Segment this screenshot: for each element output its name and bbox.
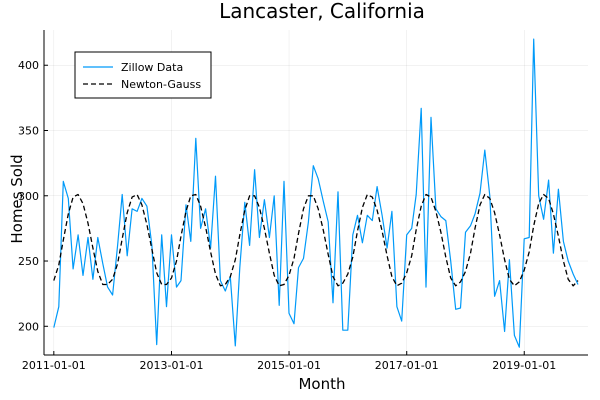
series-line-1 [53, 38, 579, 348]
legend-box [74, 51, 212, 99]
legend: Zillow Data Newton-Gauss [74, 51, 212, 99]
legend-label-1: Zillow Data [121, 61, 183, 74]
axes [43, 30, 588, 356]
x-ticks: 2011-01-01 2013-01-01 2015-01-01 2017-01-01… [22, 351, 556, 372]
y-tick-label: 200 [18, 320, 39, 333]
series-line-2 [53, 193, 579, 287]
y-tick-label: 350 [18, 125, 39, 138]
y-tick-label: 300 [18, 190, 39, 203]
x-tick-label: 2017-01-01 [375, 359, 439, 372]
y-axis-label: Homes Sold [8, 154, 26, 243]
x-tick-label: 2015-01-01 [257, 359, 321, 372]
x-tick-label: 2011-01-01 [22, 359, 86, 372]
x-tick-label: 2019-01-01 [492, 359, 556, 372]
legend-label-2: Newton-Gauss [121, 78, 201, 91]
y-tick-label: 250 [18, 255, 39, 268]
x-axis-label: Month [298, 375, 345, 393]
series-layer [53, 38, 579, 348]
chart-title: Lancaster, California [219, 0, 425, 23]
x-tick-label: 2013-01-01 [140, 359, 204, 372]
y-tick-label: 400 [18, 59, 39, 72]
y-ticks: 200 250 300 350 400 [18, 59, 48, 333]
